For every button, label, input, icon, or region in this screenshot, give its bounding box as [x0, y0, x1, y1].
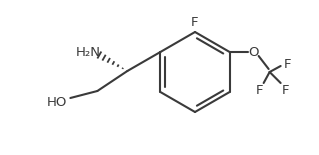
Text: F: F [282, 84, 289, 97]
Text: O: O [249, 46, 259, 58]
Text: F: F [256, 84, 263, 97]
Text: F: F [191, 16, 199, 29]
Text: H₂N: H₂N [76, 46, 101, 60]
Text: F: F [284, 58, 291, 71]
Text: HO: HO [47, 97, 68, 109]
